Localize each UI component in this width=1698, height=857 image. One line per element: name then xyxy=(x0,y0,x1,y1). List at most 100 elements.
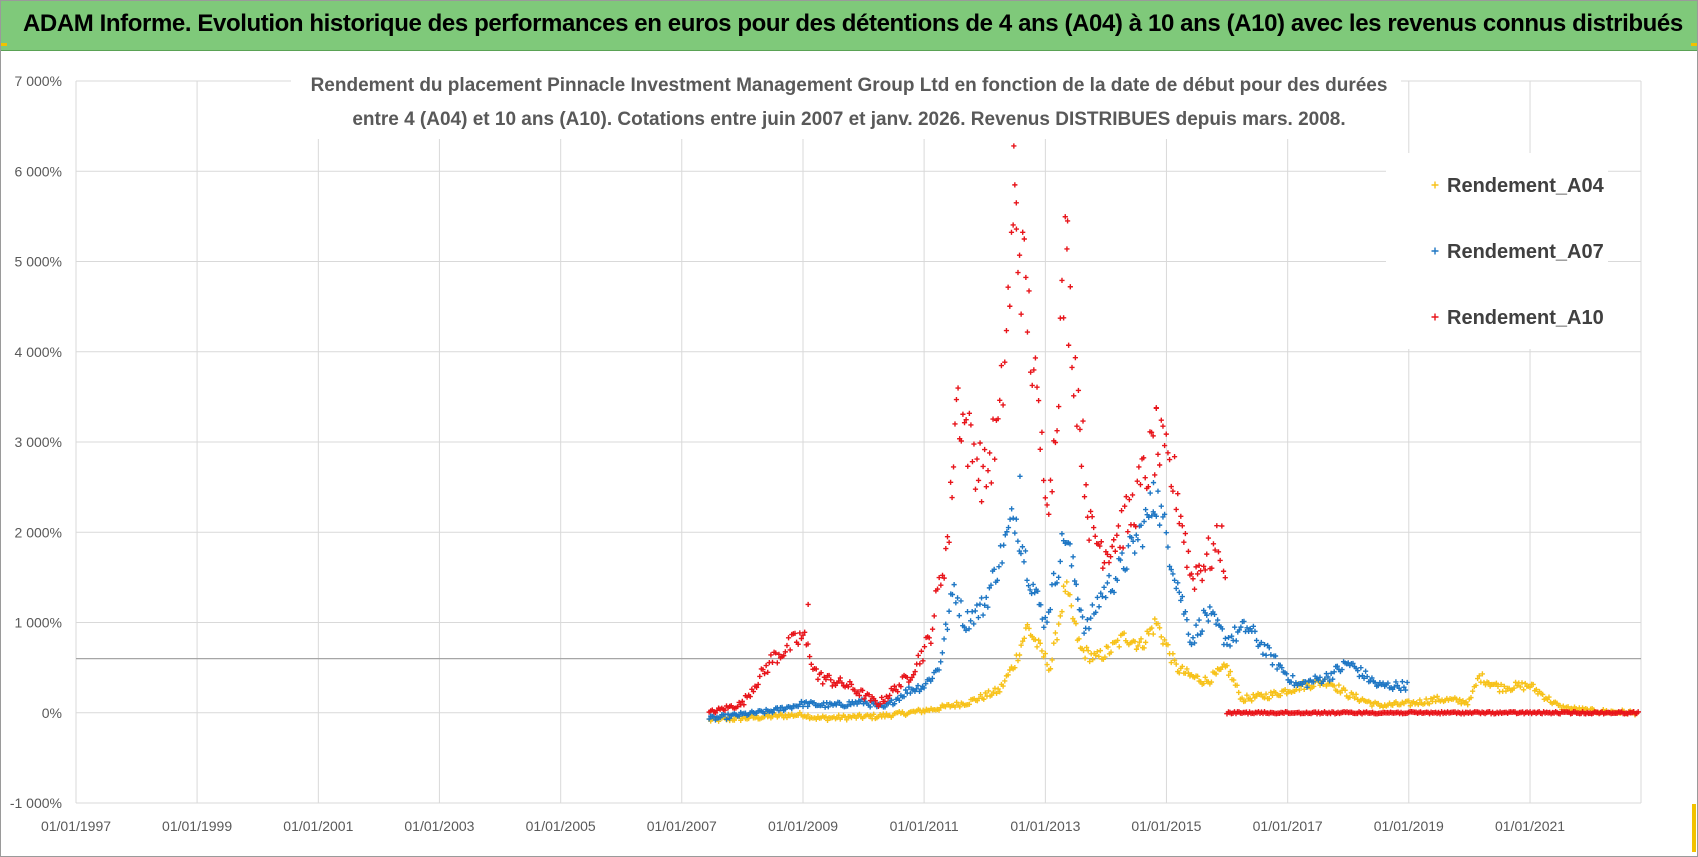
data-point xyxy=(1185,548,1192,554)
data-point xyxy=(1042,650,1048,657)
data-point xyxy=(1546,694,1552,700)
data-point xyxy=(1173,506,1179,513)
data-point xyxy=(887,692,893,699)
data-point xyxy=(1061,538,1067,544)
data-point xyxy=(789,706,795,712)
data-point xyxy=(915,652,921,658)
data-point xyxy=(895,689,901,695)
data-point xyxy=(1119,550,1125,556)
data-point xyxy=(805,601,811,608)
data-point xyxy=(971,621,977,627)
data-point xyxy=(1021,635,1027,641)
data-point xyxy=(1175,580,1181,586)
data-point xyxy=(1166,563,1173,570)
data-point xyxy=(996,564,1002,570)
data-point xyxy=(1326,678,1333,684)
data-point xyxy=(969,609,975,615)
data-point xyxy=(1179,523,1185,529)
data-point xyxy=(1331,669,1337,675)
data-point xyxy=(1391,684,1397,690)
data-point xyxy=(1359,672,1366,679)
data-point xyxy=(1019,544,1026,550)
data-point xyxy=(1426,701,1432,707)
data-point xyxy=(798,698,805,705)
data-point xyxy=(1096,653,1102,660)
data-point xyxy=(1204,612,1210,618)
data-point xyxy=(1021,236,1027,242)
data-point xyxy=(1147,490,1153,496)
data-point xyxy=(1052,439,1059,446)
x-tick-label: 01/01/2007 xyxy=(647,818,717,834)
data-point xyxy=(1268,689,1274,696)
data-point xyxy=(1047,666,1054,672)
data-point xyxy=(903,687,909,693)
data-point xyxy=(1339,666,1345,673)
data-point xyxy=(1135,643,1141,649)
data-point xyxy=(990,416,996,422)
data-point xyxy=(949,591,956,598)
y-tick-label: 7 000% xyxy=(15,73,62,89)
data-point xyxy=(1057,613,1063,619)
data-point xyxy=(1097,543,1103,549)
data-point xyxy=(1363,668,1369,674)
data-point xyxy=(938,582,944,588)
data-point xyxy=(1007,516,1013,522)
data-point xyxy=(1005,524,1012,531)
data-point xyxy=(882,704,888,710)
data-point xyxy=(1184,617,1190,623)
data-point xyxy=(928,678,934,684)
data-point xyxy=(1002,678,1008,684)
data-point xyxy=(1088,615,1094,621)
data-point xyxy=(1194,632,1201,638)
data-point xyxy=(1146,631,1152,637)
data-point xyxy=(1401,684,1407,690)
data-point xyxy=(1024,329,1031,335)
data-point xyxy=(1495,683,1501,689)
data-point xyxy=(1090,657,1096,663)
data-point xyxy=(1061,583,1067,589)
data-point xyxy=(1020,638,1026,644)
data-point xyxy=(1108,649,1114,655)
data-point xyxy=(1074,423,1080,429)
data-point xyxy=(1239,695,1245,701)
legend-marker xyxy=(1431,181,1439,189)
data-point xyxy=(921,685,927,691)
data-point xyxy=(712,717,719,723)
data-point xyxy=(1398,687,1404,693)
data-point xyxy=(774,660,780,666)
data-point xyxy=(1064,579,1070,585)
data-point xyxy=(1008,229,1015,235)
data-point xyxy=(977,692,984,698)
data-point xyxy=(1001,542,1007,548)
data-point xyxy=(1031,367,1037,373)
data-point xyxy=(954,595,961,601)
data-point xyxy=(1330,676,1336,682)
data-point xyxy=(980,612,986,618)
data-point xyxy=(952,704,958,710)
data-point xyxy=(993,690,1000,696)
x-tick-label: 01/01/2013 xyxy=(1010,818,1080,834)
data-point xyxy=(946,539,952,545)
data-point xyxy=(1027,587,1033,593)
data-point xyxy=(882,698,888,704)
data-point xyxy=(824,717,831,724)
data-point xyxy=(1173,585,1179,592)
data-point xyxy=(1075,387,1082,394)
chart-title: Rendement du placement Pinnacle Investme… xyxy=(311,75,1388,130)
data-point xyxy=(852,687,858,693)
y-tick-label: 0% xyxy=(42,705,62,721)
data-point xyxy=(1126,497,1132,503)
data-point xyxy=(1157,625,1163,631)
data-point xyxy=(997,397,1003,403)
data-point xyxy=(1081,630,1087,636)
data-point xyxy=(1268,652,1274,658)
data-point xyxy=(867,713,874,719)
data-point xyxy=(1353,691,1359,697)
data-point xyxy=(1261,641,1268,648)
data-point xyxy=(1089,514,1095,520)
data-point xyxy=(1133,532,1139,538)
data-point xyxy=(986,585,993,591)
data-point xyxy=(1153,513,1159,519)
data-point xyxy=(800,703,806,710)
data-point xyxy=(1279,665,1285,671)
